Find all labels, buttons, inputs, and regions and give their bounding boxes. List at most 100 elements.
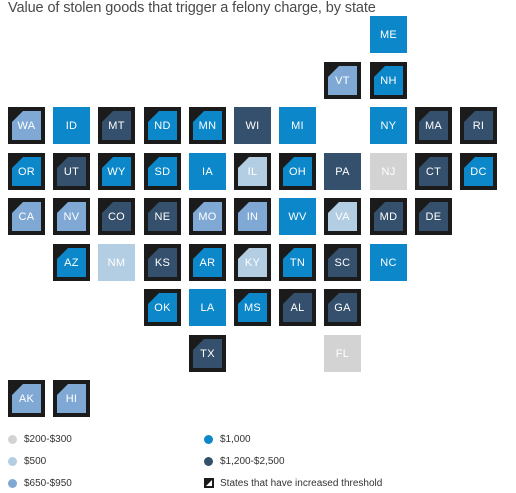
increased-threshold-marker bbox=[283, 157, 294, 168]
increased-threshold-marker bbox=[12, 111, 23, 122]
state-abbr: CT bbox=[425, 165, 442, 178]
state-tile-wy: WY bbox=[98, 153, 135, 190]
state-abbr: ID bbox=[65, 119, 78, 132]
legend-swatch-1000 bbox=[204, 435, 213, 444]
increased-threshold-marker bbox=[464, 157, 475, 168]
increased-threshold-marker bbox=[12, 157, 23, 168]
state-tile-ia: IA bbox=[189, 153, 226, 190]
state-abbr: IL bbox=[247, 165, 258, 178]
state-abbr: MD bbox=[379, 210, 398, 223]
state-tile-tx: TX bbox=[189, 335, 226, 372]
state-tile-va: VA bbox=[324, 198, 361, 235]
state-tile-nm: NM bbox=[98, 244, 135, 281]
legend-swatch-200-300 bbox=[8, 435, 17, 444]
state-abbr: NC bbox=[380, 256, 397, 269]
state-abbr: SD bbox=[154, 165, 171, 178]
state-tile-pa: PA bbox=[324, 153, 361, 190]
legend-swatch-1200-2500 bbox=[204, 457, 213, 466]
increased-threshold-marker bbox=[12, 202, 23, 213]
state-tile-ny: NY bbox=[370, 107, 407, 144]
increased-threshold-marker bbox=[193, 248, 204, 259]
state-tile-id: ID bbox=[53, 107, 90, 144]
state-tile-wa: WA bbox=[8, 107, 45, 144]
state-abbr: MI bbox=[291, 119, 304, 132]
legend-label-500: $500 bbox=[24, 456, 47, 467]
state-tile-ks: KS bbox=[144, 244, 181, 281]
increased-threshold-marker bbox=[283, 293, 294, 304]
state-abbr: KS bbox=[154, 256, 171, 269]
increased-threshold-marker bbox=[12, 384, 23, 395]
increased-threshold-marker bbox=[57, 202, 68, 213]
increased-threshold-marker bbox=[328, 202, 339, 213]
increased-threshold-marker bbox=[328, 66, 339, 77]
state-abbr: NY bbox=[380, 119, 397, 132]
state-abbr: CO bbox=[107, 210, 126, 223]
state-abbr: IA bbox=[202, 165, 213, 178]
legend-label-650-950: $650-$950 bbox=[24, 478, 72, 489]
increased-threshold-marker bbox=[193, 202, 204, 213]
state-tile-ri: RI bbox=[460, 107, 497, 144]
state-abbr: IN bbox=[246, 210, 259, 223]
increased-threshold-marker bbox=[57, 157, 68, 168]
increased-threshold-marker bbox=[419, 202, 430, 213]
state-tile-il: IL bbox=[234, 153, 271, 190]
state-abbr: TX bbox=[200, 347, 215, 360]
state-tile-dc: DC bbox=[460, 153, 497, 190]
legend-swatch-500 bbox=[8, 457, 17, 466]
state-abbr: MS bbox=[243, 301, 262, 314]
state-tile-in: IN bbox=[234, 198, 271, 235]
increased-threshold-marker bbox=[328, 293, 339, 304]
increased-threshold-marker bbox=[148, 111, 159, 122]
state-abbr: OR bbox=[17, 165, 36, 178]
state-abbr: RI bbox=[472, 119, 485, 132]
state-abbr: LA bbox=[200, 301, 215, 314]
state-abbr: OK bbox=[154, 301, 171, 314]
increased-threshold-marker bbox=[238, 293, 249, 304]
increased-threshold-marker bbox=[102, 157, 113, 168]
state-abbr: UT bbox=[63, 165, 80, 178]
state-tile-sd: SD bbox=[144, 153, 181, 190]
increased-threshold-marker bbox=[148, 202, 159, 213]
state-tile-mo: MO bbox=[189, 198, 226, 235]
state-abbr: TN bbox=[289, 256, 306, 269]
legend-swatch-650-950 bbox=[8, 479, 17, 488]
increased-threshold-marker bbox=[57, 248, 68, 259]
increased-threshold-marker bbox=[419, 157, 430, 168]
increased-threshold-icon bbox=[204, 478, 214, 488]
state-abbr: MA bbox=[424, 119, 443, 132]
state-abbr: DE bbox=[425, 210, 442, 223]
increased-threshold-marker bbox=[102, 202, 113, 213]
increased-threshold-marker bbox=[193, 339, 204, 350]
state-abbr: NJ bbox=[381, 165, 396, 178]
state-tile-co: CO bbox=[98, 198, 135, 235]
state-tile-fl: FL bbox=[324, 335, 361, 372]
state-tile-wv: WV bbox=[279, 198, 316, 235]
state-abbr: AL bbox=[290, 301, 305, 314]
increased-threshold-marker bbox=[148, 293, 159, 304]
state-tile-al: AL bbox=[279, 289, 316, 326]
increased-threshold-marker bbox=[374, 202, 385, 213]
increased-threshold-marker bbox=[102, 111, 113, 122]
state-abbr: KY bbox=[244, 256, 261, 269]
state-abbr: WI bbox=[245, 119, 260, 132]
state-abbr: GA bbox=[334, 301, 351, 314]
increased-threshold-marker bbox=[148, 157, 159, 168]
state-tile-mt: MT bbox=[98, 107, 135, 144]
state-abbr: SC bbox=[334, 256, 351, 269]
state-tile-ne: NE bbox=[144, 198, 181, 235]
state-tile-nv: NV bbox=[53, 198, 90, 235]
increased-threshold-marker bbox=[238, 202, 249, 213]
state-abbr: DC bbox=[470, 165, 487, 178]
state-tile-la: LA bbox=[189, 289, 226, 326]
state-abbr: NV bbox=[63, 210, 80, 223]
state-abbr: ND bbox=[154, 119, 171, 132]
state-tile-de: DE bbox=[415, 198, 452, 235]
state-tile-ar: AR bbox=[189, 244, 226, 281]
state-abbr: PA bbox=[335, 165, 350, 178]
state-abbr: MN bbox=[198, 119, 217, 132]
legend-label-200-300: $200-$300 bbox=[24, 434, 72, 445]
state-tile-mn: MN bbox=[189, 107, 226, 144]
legend-label-1000: $1,000 bbox=[220, 434, 251, 445]
state-tile-nd: ND bbox=[144, 107, 181, 144]
state-tile-ms: MS bbox=[234, 289, 271, 326]
